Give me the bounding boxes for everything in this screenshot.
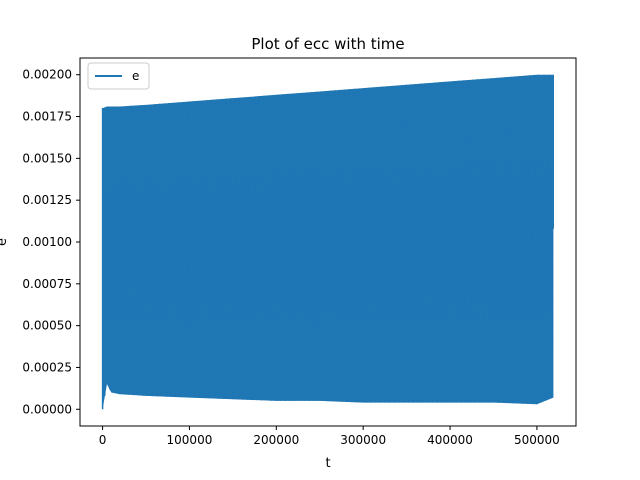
x-tick-label: 300000 [340,433,386,447]
y-tick-label: 0.00100 [22,235,72,249]
y-axis-ticks: 0.00000 0.00025 0.00050 0.00075 0.00100 0.001… [22,68,80,416]
legend: e [87,62,150,90]
x-axis-ticks: 0 100000 200000 300000 400000 500000 [99,426,560,447]
x-tick-label: 200000 [253,433,299,447]
y-tick-label: 0.00150 [22,151,72,165]
x-axis-label: t [325,456,330,471]
legend-label-e: e [132,69,139,83]
y-tick-label: 0.00000 [22,402,72,416]
series-layer [101,74,555,410]
plot-area [79,57,577,427]
x-tick-label: 100000 [167,433,213,447]
y-tick-label: 0.00200 [22,68,72,82]
series-e-line [101,74,555,405]
series-e-band [102,74,554,410]
y-tick-label: 0.00025 [22,360,72,374]
x-tick-label: 400000 [427,433,473,447]
y-tick-label: 0.00075 [22,277,72,291]
x-tick-label: 0 [99,433,107,447]
y-tick-label: 0.00175 [22,110,72,124]
x-tick-label: 500000 [514,433,560,447]
y-tick-label: 0.00125 [22,193,72,207]
y-axis-label: e [0,238,10,246]
y-tick-label: 0.00050 [22,319,72,333]
chart-title: Plot of ecc with time [251,35,404,53]
